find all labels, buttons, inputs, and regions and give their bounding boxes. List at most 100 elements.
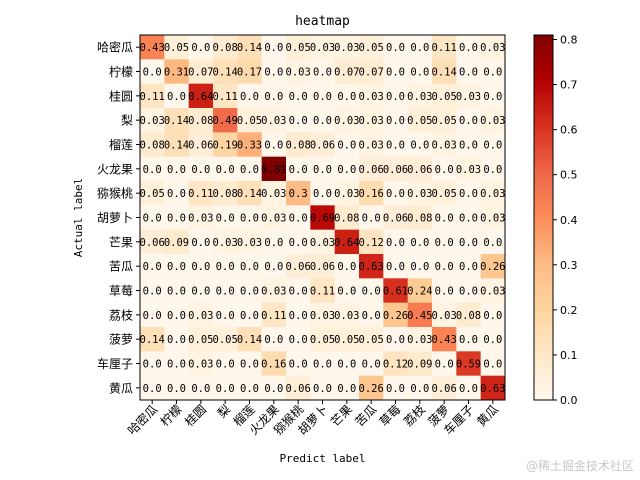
heatmap-cell bbox=[188, 254, 214, 279]
heatmap-cell bbox=[432, 205, 457, 231]
cell-value-label: 0.0 bbox=[459, 42, 478, 54]
cell-value-label: 0.0 bbox=[386, 42, 405, 54]
cell-value-label: 0.59 bbox=[456, 359, 481, 371]
cell-value-label: 0.11 bbox=[213, 91, 238, 103]
cell-value-label: 0.0 bbox=[216, 310, 235, 322]
heatmap-cell bbox=[286, 35, 311, 60]
heatmap-cell bbox=[140, 254, 165, 279]
cell-value-label: 0.0 bbox=[386, 140, 405, 152]
cell-value-label: 0.11 bbox=[188, 188, 213, 200]
heatmap-cells bbox=[140, 35, 506, 401]
heatmap-cell bbox=[407, 278, 433, 304]
cell-value-label: 0.26 bbox=[359, 383, 384, 395]
cell-value-label: 0.0 bbox=[410, 237, 429, 249]
heatmap-cell bbox=[480, 132, 506, 158]
colorbar-tick-label: 0.3 bbox=[560, 259, 578, 272]
cell-value-label: 0.0 bbox=[143, 310, 162, 322]
heatmap-cell bbox=[261, 108, 287, 133]
cell-value-label: 0.0 bbox=[459, 140, 478, 152]
cell-value-label: 0.16 bbox=[261, 359, 286, 371]
cell-value-label: 0.0 bbox=[483, 237, 502, 249]
heatmap-cell bbox=[261, 327, 287, 352]
heatmap-cell bbox=[456, 302, 482, 328]
cell-value-label: 0.09 bbox=[407, 359, 432, 371]
heatmap-cell bbox=[407, 132, 433, 158]
heatmap-cell bbox=[359, 351, 384, 377]
heatmap-cell bbox=[456, 327, 482, 352]
cell-value-label: 0.0 bbox=[483, 359, 502, 371]
y-tick-label: 火龙果 bbox=[97, 162, 133, 176]
heatmap-cell bbox=[237, 278, 263, 304]
cell-value-label: 0.17 bbox=[237, 67, 262, 79]
heatmap-cell bbox=[480, 181, 506, 206]
cell-value-label: 0.0 bbox=[337, 383, 356, 395]
cell-value-label: 0.03 bbox=[261, 188, 286, 200]
cell-value-label: 0.08 bbox=[140, 140, 165, 152]
heatmap-cell bbox=[213, 302, 238, 328]
cell-value-label: 0.0 bbox=[386, 91, 405, 103]
cell-value-label: 0.16 bbox=[359, 188, 384, 200]
cell-value-label: 0.14 bbox=[237, 188, 262, 200]
colorbar-ticks: 0.0 0.1 0.2 0.3 0.4 0.5 0.6 0.7 0.8 bbox=[553, 34, 578, 407]
heatmap-cell bbox=[164, 108, 190, 133]
heatmap-cell bbox=[480, 108, 506, 133]
cell-value-label: 0.06 bbox=[286, 261, 311, 273]
cell-value-label: 0.0 bbox=[143, 213, 162, 225]
cell-value-label: 0.06 bbox=[359, 164, 384, 176]
cell-value-label: 0.08 bbox=[213, 42, 238, 54]
cell-value-label: 0.0 bbox=[240, 359, 259, 371]
cell-value-label: 0.26 bbox=[480, 261, 505, 273]
x-tick-label: 芒果 bbox=[327, 402, 355, 430]
cell-value-label: 0.0 bbox=[435, 237, 454, 249]
cell-value-label: 0.0 bbox=[435, 286, 454, 298]
heatmap-cell bbox=[286, 132, 311, 158]
heatmap-cell bbox=[407, 327, 433, 352]
heatmap-cell bbox=[456, 132, 482, 158]
heatmap-cell bbox=[286, 205, 311, 231]
heatmap-cell bbox=[383, 375, 409, 401]
cell-value-label: 0.03 bbox=[261, 115, 286, 127]
cell-value-label: 0.81 bbox=[261, 164, 286, 176]
cell-value-label: 0.43 bbox=[140, 42, 165, 54]
cell-value-label: 0.0 bbox=[386, 67, 405, 79]
heatmap-cell bbox=[140, 375, 165, 401]
colorbar-tick-label: 0.5 bbox=[560, 169, 578, 182]
x-tick-label: 草莓 bbox=[377, 402, 404, 429]
heatmap-cell bbox=[407, 302, 433, 328]
heatmap-cell bbox=[213, 278, 238, 304]
x-tick-label: 桂圆 bbox=[181, 402, 209, 430]
heatmap-cell bbox=[432, 35, 457, 60]
cell-value-label: 0.0 bbox=[386, 334, 405, 346]
heatmap-cell bbox=[310, 375, 336, 401]
cell-value-label: 0.05 bbox=[213, 334, 238, 346]
heatmap-cell bbox=[140, 278, 165, 304]
cell-value-label: 0.0 bbox=[289, 164, 308, 176]
cell-value-label: 0.0 bbox=[459, 213, 478, 225]
y-tick-label: 猕猴桃 bbox=[97, 186, 133, 201]
heatmap-cell bbox=[140, 83, 165, 109]
heatmap-cell bbox=[286, 351, 311, 377]
cell-value-label: 0.0 bbox=[435, 359, 454, 371]
cell-value-label: 0.0 bbox=[289, 334, 308, 346]
heatmap-cell bbox=[456, 156, 482, 182]
cell-value-label: 0.0 bbox=[410, 261, 429, 273]
x-tick-label: 柠檬 bbox=[157, 402, 185, 430]
cell-value-label: 0.0 bbox=[264, 67, 283, 79]
cell-value-label: 0.0 bbox=[264, 140, 283, 152]
heatmap-cell bbox=[383, 327, 409, 352]
cell-value-label: 0.03 bbox=[456, 164, 481, 176]
heatmap-cell bbox=[213, 132, 238, 158]
cell-value-label: 0.08 bbox=[286, 140, 311, 152]
heatmap-cell bbox=[261, 181, 287, 206]
heatmap-cell bbox=[261, 205, 287, 231]
cell-value-label: 0.0 bbox=[362, 359, 381, 371]
heatmap-cell bbox=[213, 181, 238, 206]
heatmap-cell bbox=[432, 108, 457, 133]
cell-value-label: 0.0 bbox=[313, 383, 332, 395]
heatmap-cell bbox=[334, 229, 360, 255]
heatmap-cell bbox=[286, 229, 311, 255]
y-tick-label: 车厘子 bbox=[97, 356, 133, 371]
cell-value-label: 0.03 bbox=[261, 286, 286, 298]
cell-value-label: 0.0 bbox=[191, 383, 210, 395]
heatmap-cell bbox=[432, 375, 457, 401]
